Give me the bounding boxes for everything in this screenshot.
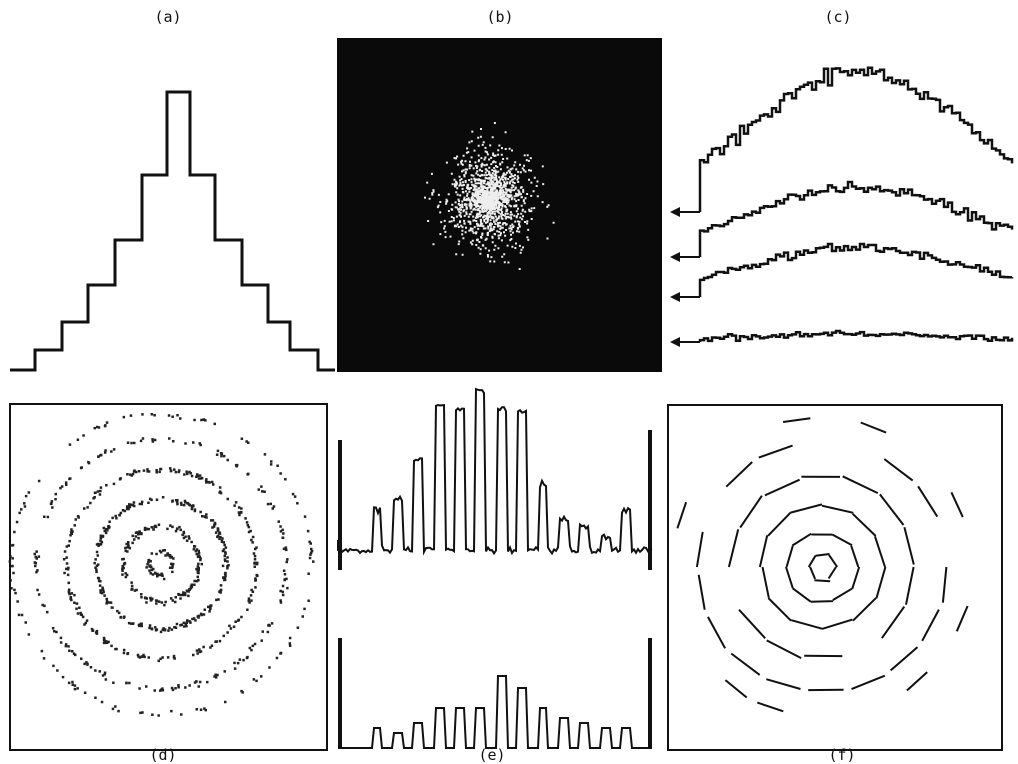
contour bbox=[807, 553, 839, 583]
ring bbox=[145, 549, 175, 581]
frame bbox=[667, 404, 1003, 751]
panel-label: (e) bbox=[478, 746, 505, 764]
arrow-head bbox=[670, 252, 680, 262]
frame bbox=[9, 403, 328, 751]
generated-graphics bbox=[8, 66, 1014, 749]
contour bbox=[676, 417, 969, 713]
arrow-head bbox=[670, 292, 680, 302]
trace bbox=[698, 180, 1014, 257]
panel-label: (b) bbox=[486, 8, 513, 26]
contour bbox=[758, 503, 887, 630]
trace bbox=[698, 329, 1014, 343]
arrow-head bbox=[670, 337, 680, 347]
panel-label: (d) bbox=[149, 746, 176, 764]
trace bbox=[698, 66, 1014, 212]
panel-label: (f) bbox=[828, 746, 855, 764]
panel-label: (c) bbox=[824, 8, 851, 26]
profile bbox=[337, 387, 653, 556]
contour bbox=[727, 475, 915, 659]
speckle bbox=[424, 122, 555, 270]
panel-label: (a) bbox=[154, 8, 181, 26]
staircase-profile bbox=[10, 90, 335, 372]
contour bbox=[695, 444, 948, 692]
trace bbox=[698, 242, 1014, 297]
contour bbox=[785, 532, 861, 603]
profile bbox=[338, 675, 652, 749]
arrow-head bbox=[670, 207, 680, 217]
